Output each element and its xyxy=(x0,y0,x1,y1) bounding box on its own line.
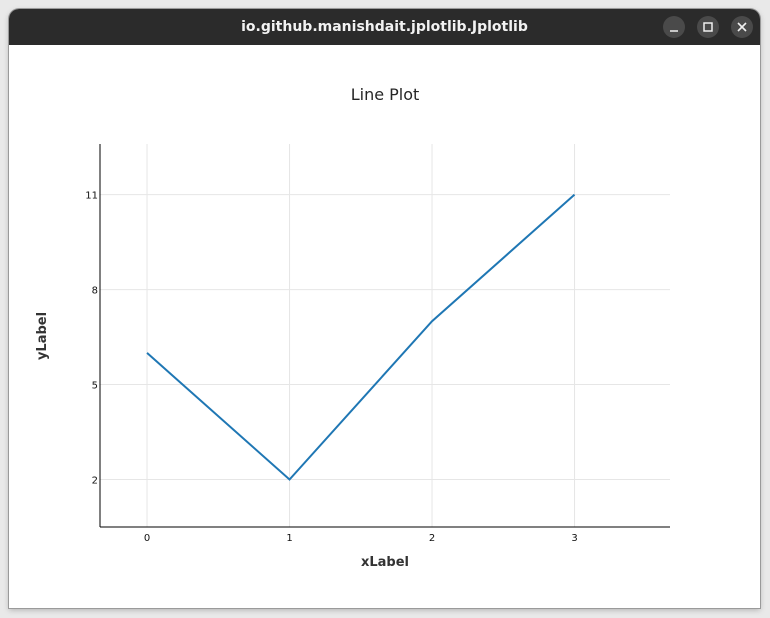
minimize-button[interactable] xyxy=(663,16,685,38)
x-axis-label: xLabel xyxy=(361,555,409,570)
axes xyxy=(99,144,670,528)
x-tick-label: 1 xyxy=(286,533,292,544)
series-line xyxy=(146,193,576,481)
line-chart: Line Plot 0 1 2 3 2 5 8 11 xLabel yLabel xyxy=(35,85,670,570)
grid-lines xyxy=(100,144,670,527)
window-title: io.github.manishdait.jplotlib.Jplotlib xyxy=(241,19,528,35)
chart-title: Line Plot xyxy=(351,85,420,104)
y-tick-label: 5 xyxy=(92,381,98,392)
x-tick-label: 2 xyxy=(429,533,435,544)
x-tick-label: 0 xyxy=(144,533,150,544)
title-bar[interactable]: io.github.manishdait.jplotlib.Jplotlib xyxy=(9,9,760,45)
y-axis-label: yLabel xyxy=(35,312,50,360)
plot-canvas: Line Plot 0 1 2 3 2 5 8 11 xLabel yLabel xyxy=(9,45,760,608)
maximize-icon xyxy=(703,22,713,32)
maximize-button[interactable] xyxy=(697,16,719,38)
series-layer xyxy=(146,193,576,481)
y-tick-label: 2 xyxy=(92,476,98,487)
minimize-icon xyxy=(670,30,678,32)
tick-labels: 0 1 2 3 2 5 8 11 xyxy=(85,191,577,544)
y-tick-label: 11 xyxy=(85,191,98,202)
close-icon xyxy=(737,22,747,32)
x-tick-label: 3 xyxy=(571,533,577,544)
y-tick-label: 8 xyxy=(92,286,98,297)
close-button[interactable] xyxy=(731,16,753,38)
app-window: io.github.manishdait.jplotlib.Jplotlib L… xyxy=(9,9,760,608)
